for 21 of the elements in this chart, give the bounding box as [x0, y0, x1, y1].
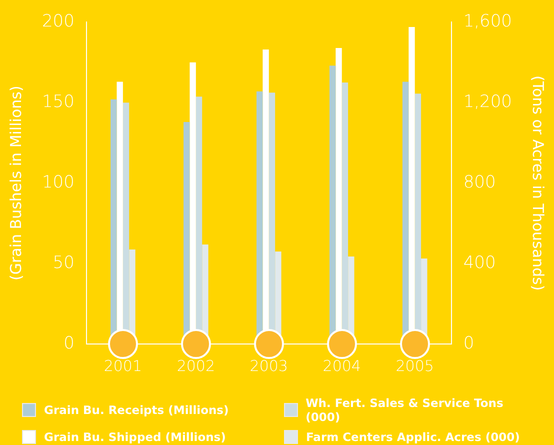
y2-tick-label: 400: [463, 252, 496, 273]
x-tick-label: 2003: [250, 356, 288, 375]
legend-label: Wh. Fert. Sales & Service Tons (000): [306, 396, 504, 424]
y2-tick-label: 1,200: [463, 92, 512, 112]
y-tick-label: 100: [42, 172, 74, 193]
y-tick-label: 200: [42, 12, 74, 32]
legend-label: Grain Bu. Receipts (Millions): [44, 403, 229, 417]
y2-tick-label: 800: [463, 172, 496, 193]
y-axis-title: (Grain Bushels in Millions): [6, 86, 25, 280]
y2-tick-label: 1,600: [463, 12, 512, 32]
x-tick-label: 2005: [396, 356, 434, 375]
x-tick-label: 2004: [322, 356, 361, 375]
legend-label: Grain Bu. Shipped (Millions): [44, 430, 226, 444]
y-tick-label: 50: [52, 252, 74, 273]
legend-label: Farm Centers Applic. Acres (000): [306, 430, 520, 444]
y-tick-label: 0: [64, 333, 74, 354]
x-tick-label: 2002: [176, 356, 216, 375]
x-tick-label: 2001: [104, 356, 142, 375]
y2-axis-title: (Tons or Acres in Thousands): [529, 75, 548, 291]
y-tick-label: 150: [42, 92, 74, 112]
y2-tick-label: 0: [463, 333, 474, 354]
